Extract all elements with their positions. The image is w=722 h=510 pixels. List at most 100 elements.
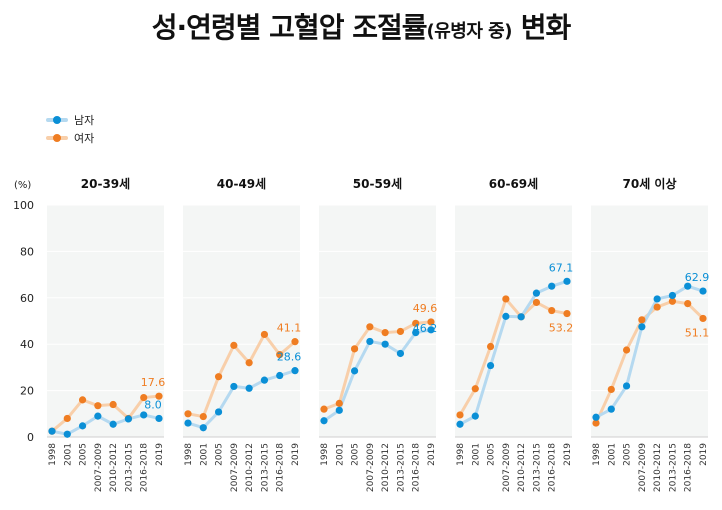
- data-point-female: [548, 306, 556, 315]
- data-point-female: [471, 385, 479, 393]
- data-point-male: [48, 427, 56, 435]
- data-point-male: [155, 414, 163, 423]
- data-point-female: [486, 342, 495, 351]
- data-point-female: [412, 319, 420, 327]
- legend-swatch-male: [46, 114, 68, 126]
- x-tick-label: 2005: [215, 443, 225, 466]
- data-point-female: [214, 373, 223, 381]
- legend-label-female: 여자: [74, 132, 95, 145]
- data-point-male: [214, 408, 223, 416]
- data-point-female: [396, 327, 405, 336]
- x-tick-label: 2007-2009: [94, 443, 104, 492]
- x-tick-label: 2013-2015: [532, 443, 542, 492]
- x-tick-label: 2016-2018: [684, 443, 694, 492]
- x-tick-label: 1998: [184, 443, 194, 466]
- series-line-female: [50, 394, 161, 433]
- x-tick-label: 2010-2012: [245, 443, 255, 492]
- x-tick-label: 2019: [563, 443, 573, 466]
- data-point-male: [502, 312, 510, 320]
- x-tick-label: 2016-2018: [548, 443, 558, 492]
- data-point-female: [140, 393, 148, 402]
- x-tick-label: 2007-2009: [230, 443, 240, 492]
- data-point-female: [607, 385, 615, 394]
- data-point-male: [291, 367, 299, 375]
- data-point-female: [260, 330, 269, 339]
- y-tick-label: 100: [13, 199, 34, 212]
- x-tick-label: 2013-2015: [396, 443, 406, 492]
- x-tick-label: 1998: [48, 443, 58, 466]
- data-label-male: 62.9: [685, 271, 710, 284]
- data-point-male: [486, 361, 495, 370]
- chart-title: 성·연령별 고혈압 조절률(유병자 중) 변화: [0, 6, 722, 46]
- data-point-male: [517, 313, 525, 321]
- data-point-female: [245, 359, 253, 367]
- data-point-female: [622, 346, 631, 354]
- data-point-male: [622, 382, 631, 390]
- legend: 남자 여자: [46, 112, 94, 148]
- x-tick-label: 2010-2012: [381, 443, 391, 492]
- legend-item-female[interactable]: 여자: [46, 130, 94, 146]
- legend-item-male[interactable]: 남자: [46, 112, 94, 128]
- panel-title: 70세 이상: [623, 176, 677, 191]
- x-tick-label: 2001: [335, 443, 345, 466]
- x-tick-label: 2019: [291, 443, 301, 466]
- data-point-female: [699, 314, 707, 323]
- x-tick-label: 2010-2012: [517, 443, 527, 492]
- data-point-female: [184, 410, 192, 418]
- title-main: 성·연령별 고혈압 조절률: [151, 11, 428, 44]
- data-point-female: [109, 400, 117, 409]
- data-point-male: [471, 412, 479, 420]
- title-sub: (유병자 중): [426, 21, 512, 42]
- data-point-female: [668, 297, 677, 305]
- x-tick-label: 2001: [199, 443, 209, 466]
- data-point-male: [124, 415, 133, 423]
- data-label-male: 8.0: [144, 398, 162, 411]
- x-tick-label: 2019: [699, 443, 709, 466]
- x-tick-label: 2001: [471, 443, 481, 466]
- title-tail: 변화: [511, 11, 572, 44]
- data-point-female: [592, 419, 600, 427]
- data-point-female: [230, 341, 238, 349]
- data-point-male: [335, 406, 343, 414]
- data-label-male: 67.1: [549, 261, 574, 274]
- data-point-female: [155, 392, 163, 400]
- panel-title: 50-59세: [353, 176, 402, 191]
- series-line-female: [186, 332, 297, 419]
- y-unit-label: (%): [14, 180, 31, 191]
- data-point-female: [291, 338, 299, 346]
- x-tick-label: 1998: [592, 443, 602, 466]
- data-point-male: [563, 277, 571, 285]
- data-point-male: [245, 384, 253, 392]
- data-point-female: [63, 414, 71, 423]
- panel-background: [591, 205, 708, 437]
- x-tick-label: 2019: [155, 443, 165, 466]
- data-point-male: [350, 367, 359, 375]
- panel-background: [455, 205, 572, 437]
- data-point-male: [592, 413, 600, 421]
- data-point-female: [502, 295, 510, 303]
- data-point-male: [230, 382, 238, 391]
- data-point-male: [532, 289, 541, 297]
- panel-title: 20-39세: [81, 176, 130, 191]
- data-label-female: 49.6: [413, 302, 438, 315]
- data-label-male: 46.2: [413, 322, 438, 335]
- panel-title: 60-69세: [489, 176, 538, 191]
- panel-background: [183, 205, 300, 437]
- data-point-female: [653, 303, 661, 311]
- x-tick-label: 1998: [320, 443, 330, 466]
- data-point-female: [78, 396, 87, 404]
- data-point-female: [320, 405, 328, 413]
- data-point-male: [140, 411, 148, 419]
- data-point-male: [699, 287, 707, 295]
- data-point-male: [320, 417, 328, 425]
- data-point-female: [350, 345, 359, 353]
- panel-title: 40-49세: [217, 176, 266, 191]
- x-tick-label: 2016-2018: [276, 443, 286, 492]
- x-tick-label: 2013-2015: [124, 443, 134, 492]
- data-point-female: [276, 351, 284, 359]
- data-point-male: [412, 329, 420, 337]
- data-point-male: [638, 323, 646, 331]
- data-point-female: [335, 399, 343, 407]
- data-point-male: [109, 420, 117, 428]
